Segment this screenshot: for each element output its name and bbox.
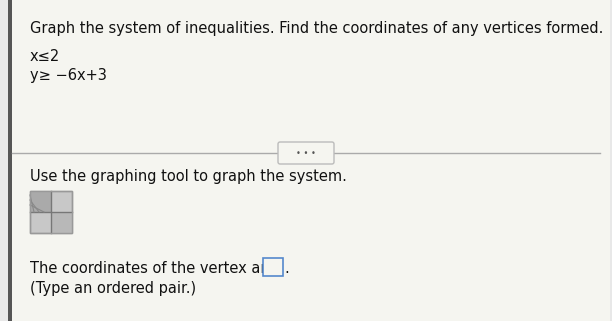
Text: y≥ −6x+3: y≥ −6x+3 — [30, 68, 107, 83]
FancyBboxPatch shape — [278, 142, 334, 164]
Text: The coordinates of the vertex are: The coordinates of the vertex are — [30, 261, 275, 276]
Bar — [51, 212, 72, 233]
Text: Graph the system of inequalities. Find the coordinates of any vertices formed.: Graph the system of inequalities. Find t… — [30, 21, 603, 36]
Bar — [30, 191, 72, 233]
Text: • • •: • • • — [296, 149, 316, 158]
Text: (Type an ordered pair.): (Type an ordered pair.) — [30, 281, 196, 296]
Bar — [263, 258, 283, 276]
Text: x≤2: x≤2 — [30, 49, 60, 64]
Text: Use the graphing tool to graph the system.: Use the graphing tool to graph the syste… — [30, 169, 347, 184]
Bar — [30, 191, 72, 233]
Bar — [30, 191, 51, 212]
Bar — [8, 0, 12, 321]
Text: .: . — [284, 261, 289, 276]
